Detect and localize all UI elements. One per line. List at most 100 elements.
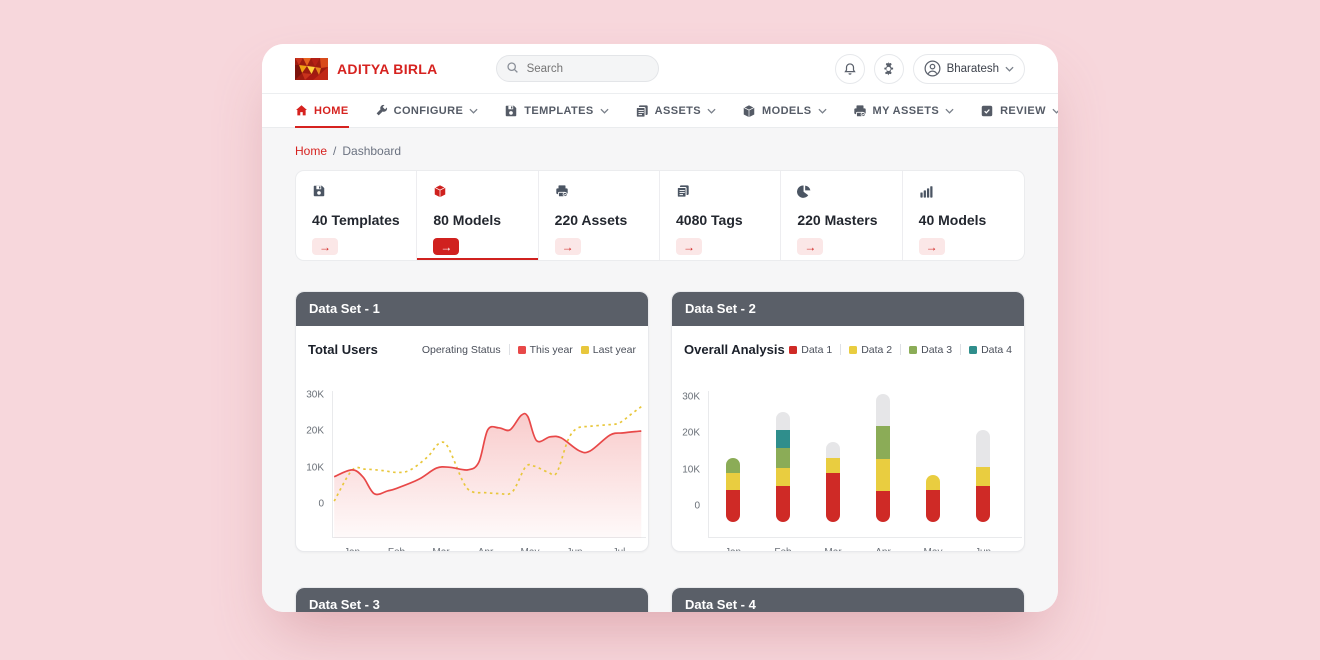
- legend-item: Data 4: [969, 344, 1012, 356]
- stat-label: 220 Masters: [797, 212, 878, 228]
- nav-item-configure[interactable]: CONFIGURE: [375, 94, 479, 128]
- layers-icon: [676, 184, 764, 204]
- badge-icon: [980, 104, 994, 118]
- home-icon: [295, 104, 308, 117]
- bar-segment-data-2: [926, 474, 940, 491]
- legend-item: Data 3: [909, 344, 952, 356]
- brand-name: ADITYA BIRLA: [337, 60, 438, 77]
- stat-label: 4080 Tags: [676, 212, 743, 228]
- legend-item: Data 1: [789, 344, 832, 356]
- x-tick-label: Jan: [344, 547, 360, 551]
- nav-item-home[interactable]: HOME: [295, 94, 349, 128]
- brand: ADITYA BIRLA: [295, 57, 438, 80]
- x-tick-label: Feb: [774, 547, 791, 551]
- panel-header: Data Set - 4: [672, 588, 1024, 612]
- chart-plot-area: 30K 20K 10K 0 Jan Feb Mar Apr May Jun: [682, 388, 1022, 551]
- x-tick-label: Mar: [824, 547, 841, 551]
- stat-arrow-button[interactable]: →: [433, 238, 460, 255]
- stat-arrow-button[interactable]: →: [918, 238, 945, 255]
- breadcrumb-current: Dashboard: [342, 144, 402, 158]
- stat-label: 220 Assets: [554, 212, 628, 228]
- disk-icon: [504, 104, 518, 118]
- x-tick-label: Jan: [725, 547, 741, 551]
- nav-item-label: MODELS: [762, 104, 812, 117]
- x-tick-label: Apr: [478, 547, 494, 551]
- line-chart-svg: [333, 406, 642, 538]
- search-container: [495, 55, 659, 82]
- stat-card-220-assets[interactable]: 220 Assets →: [539, 171, 660, 260]
- cube-icon: [433, 184, 521, 204]
- stat-card-220-masters[interactable]: 220 Masters →: [781, 171, 903, 260]
- y-tick-label: 10K: [306, 462, 324, 474]
- legend-divider: [960, 344, 962, 355]
- bar-segment-data-2: [726, 473, 740, 491]
- wrench-icon: [375, 104, 388, 117]
- panel-header: Data Set - 2: [672, 292, 1024, 326]
- settings-button[interactable]: [873, 53, 904, 84]
- stacked-bar-jun: [976, 430, 990, 523]
- bottom-panels-row: Data Set - 3 Data Set - 4: [295, 587, 1025, 612]
- stat-arrow-button[interactable]: →: [554, 238, 581, 255]
- main-nav: HOME CONFIGURE TEMPLATES ASSETS MODELS M…: [262, 94, 1058, 128]
- bar-segment-track: [826, 442, 840, 458]
- nav-item-my-assets[interactable]: MY ASSETS: [853, 94, 955, 128]
- stat-card-4080-tags[interactable]: 4080 Tags →: [660, 171, 782, 260]
- bar-segment-data-3: [876, 426, 890, 459]
- breadcrumb-home-link[interactable]: Home: [295, 144, 328, 158]
- chart-panels-row: Data Set - 1 Total Users Operating Statu…: [295, 291, 1025, 552]
- stat-label: 40 Templates: [312, 212, 400, 228]
- stat-arrow-button[interactable]: →: [797, 238, 824, 255]
- bar-segment-data-1: [726, 490, 740, 523]
- nav-item-label: MY ASSETS: [872, 104, 940, 117]
- bar-segment-data-1: [926, 490, 940, 523]
- bar-segment-data-2: [876, 458, 890, 492]
- search-icon: [506, 61, 519, 74]
- area-fill-this-year: [334, 413, 642, 538]
- stat-card-80-models[interactable]: 80 Models →: [417, 171, 539, 260]
- nav-item-review[interactable]: REVIEW: [980, 94, 1058, 128]
- stacked-bar-mar: [826, 442, 840, 523]
- stacked-bar-feb: [776, 411, 790, 523]
- stat-card-40-templates[interactable]: 40 Templates →: [296, 171, 418, 260]
- chevron-down-icon: [945, 108, 954, 114]
- bar-segment-data-3: [726, 458, 740, 474]
- stat-card-40-models[interactable]: 40 Models →: [903, 171, 1024, 260]
- panel-header: Data Set - 3: [296, 588, 648, 612]
- chevron-down-icon: [1005, 66, 1014, 72]
- bar-segment-data-3: [776, 447, 790, 468]
- y-axis-line: [708, 391, 709, 538]
- panel-body: Overall Analysis Data 1 Data 2 Data 3 Da…: [672, 326, 1024, 551]
- bell-icon: [843, 62, 856, 75]
- x-axis-line: [708, 537, 1022, 538]
- chevron-down-icon: [707, 108, 716, 114]
- nav-item-templates[interactable]: TEMPLATES: [504, 94, 609, 128]
- stat-arrow-button[interactable]: →: [312, 238, 338, 255]
- user-menu[interactable]: Bharatesh: [912, 53, 1025, 84]
- x-tick-label: Jul: [613, 547, 626, 551]
- y-tick-label: 30K: [682, 391, 700, 403]
- search-input[interactable]: [495, 55, 659, 82]
- app-header: ADITYA BIRLA Bharatesh: [262, 44, 1058, 94]
- legend-item: This year: [517, 344, 573, 356]
- breadcrumb-separator: /: [333, 144, 337, 158]
- nav-item-models[interactable]: MODELS: [742, 94, 827, 128]
- cube-icon: [742, 103, 756, 118]
- stat-arrow-button[interactable]: →: [676, 238, 702, 255]
- pie-icon: [797, 184, 885, 204]
- notifications-button[interactable]: [834, 53, 865, 84]
- legend-swatch: [909, 345, 918, 354]
- bar-segment-track: [776, 411, 790, 430]
- chart-title: Overall Analysis: [684, 342, 785, 357]
- panel-header: Data Set - 1: [296, 292, 648, 326]
- printer-icon: [853, 104, 867, 118]
- y-tick-label: 10K: [682, 464, 700, 476]
- legend-swatch: [969, 345, 978, 354]
- nav-item-assets[interactable]: ASSETS: [635, 94, 716, 128]
- legend-divider: [840, 344, 842, 355]
- y-tick-label: 0: [694, 500, 700, 512]
- bar-segment-data-1: [776, 486, 790, 523]
- nav-item-label: TEMPLATES: [524, 104, 594, 117]
- aditya-birla-logo-icon: [295, 57, 328, 80]
- x-tick-label: Jun: [975, 547, 991, 551]
- layers-icon: [635, 104, 649, 118]
